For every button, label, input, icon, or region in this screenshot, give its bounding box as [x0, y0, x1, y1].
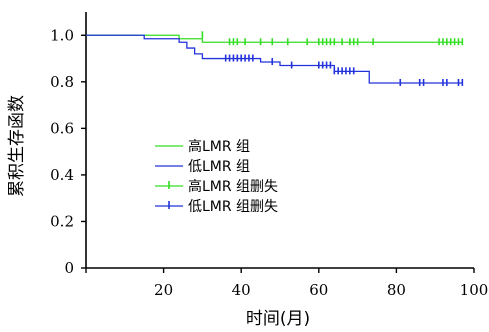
y-axis-title: 累积生存函数	[7, 95, 27, 197]
y-tick-label: 0.2	[50, 212, 74, 230]
legend-label: 低LMR 组	[188, 159, 250, 175]
x-tick-label: 60	[309, 281, 328, 299]
legend-label: 高LMR 组删失	[188, 178, 278, 195]
y-tick-label: 1.0	[50, 26, 74, 44]
x-axis: 20 40 60 80 100	[86, 268, 488, 299]
y-axis: 0 0.2 0.4 0.6 0.8 1.0	[50, 12, 86, 277]
series-line-0	[86, 35, 462, 42]
x-tick-label: 80	[387, 281, 406, 299]
x-axis-title: 时间(月)	[246, 309, 310, 329]
y-tick-label: 0.8	[50, 73, 74, 91]
y-tick-label: 0	[64, 259, 74, 277]
x-tick-label: 100	[460, 281, 489, 299]
series-layer	[86, 31, 462, 86]
legend-label: 低LMR 组删失	[188, 199, 278, 215]
y-tick-label: 0.4	[50, 166, 74, 184]
legend-label: 高LMR 组	[188, 138, 250, 155]
x-tick-label: 40	[232, 281, 251, 299]
x-tick-label: 20	[154, 281, 173, 299]
y-tick-label: 0.6	[50, 119, 74, 137]
